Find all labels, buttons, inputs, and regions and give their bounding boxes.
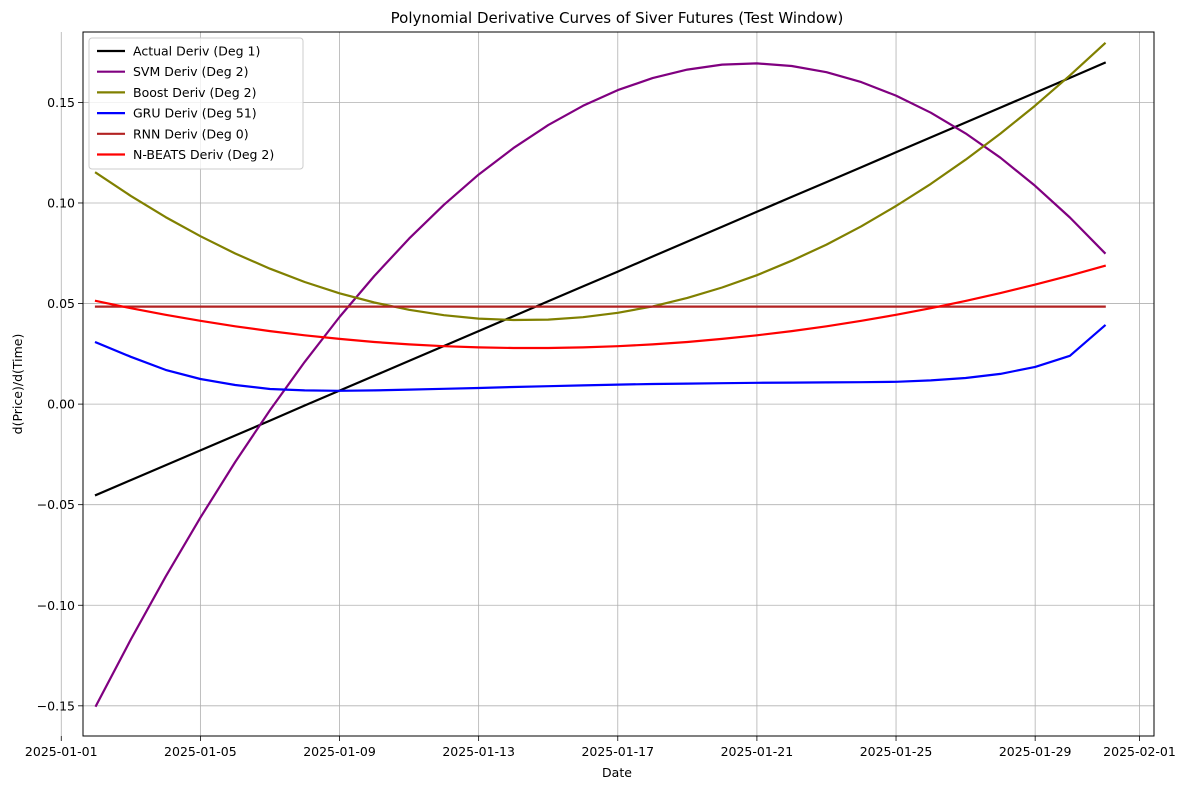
y-tick-label: 0.10 [47,195,75,210]
x-tick-label: 2025-01-21 [721,744,794,759]
x-tick-label: 2025-01-09 [303,744,376,759]
legend-label: Boost Deriv (Deg 2) [133,85,257,100]
x-axis-label: Date [602,765,632,780]
y-tick-label: −0.10 [37,598,75,613]
legend-entry: RNN Deriv (Deg 0) [97,126,249,141]
y-tick-label: 0.15 [47,95,75,110]
series-line-2 [94,62,1107,708]
x-tick-label: 2025-01-01 [25,744,98,759]
legend-label: Actual Deriv (Deg 1) [133,44,260,59]
series-line-4 [94,324,1107,392]
legend-label: RNN Deriv (Deg 0) [133,126,249,141]
legend: Actual Deriv (Deg 1) SVM Deriv (Deg 2) Boo… [88,37,304,170]
y-axis-ticks: −0.15 −0.10 −0.05 0.00 0.05 0.10 0.15 [37,95,83,713]
legend-label: GRU Deriv (Deg 51) [133,106,257,121]
x-tick-label: 2025-01-25 [860,744,933,759]
series-lines [94,41,1107,708]
plot-area-frame [82,31,1155,737]
x-tick-label: 2025-01-17 [581,744,654,759]
y-tick-label: 0.00 [47,397,75,412]
legend-entry: SVM Deriv (Deg 2) [97,64,248,79]
legend-entry: GRU Deriv (Deg 51) [97,106,257,121]
legend-box [88,37,304,170]
series-line-1 [94,61,1107,497]
x-tick-label: 2025-01-13 [442,744,515,759]
y-tick-label: −0.15 [37,698,75,713]
y-axis-label: d(Price)/d(Time) [10,334,25,435]
x-tick-label: 2025-01-05 [164,744,237,759]
y-tick-label: −0.05 [37,497,75,512]
legend-label: N-BEATS Deriv (Deg 2) [133,147,274,162]
x-axis-ticks: 2025-01-01 2025-01-05 2025-01-09 2025-01-13… [25,736,1176,759]
y-tick-label: 0.05 [47,296,75,311]
legend-entry: Boost Deriv (Deg 2) [97,85,257,100]
x-tick-label: 2025-02-01 [1103,744,1176,759]
chart-title: Polynomial Derivative Curves of Siver Fu… [391,9,844,27]
legend-entry: N-BEATS Deriv (Deg 2) [97,147,274,162]
legend-label: SVM Deriv (Deg 2) [133,64,248,79]
series-line-3 [94,41,1107,322]
x-tick-label: 2025-01-29 [999,744,1072,759]
series-line-6 [94,264,1107,350]
legend-entry: Actual Deriv (Deg 1) [97,44,260,59]
